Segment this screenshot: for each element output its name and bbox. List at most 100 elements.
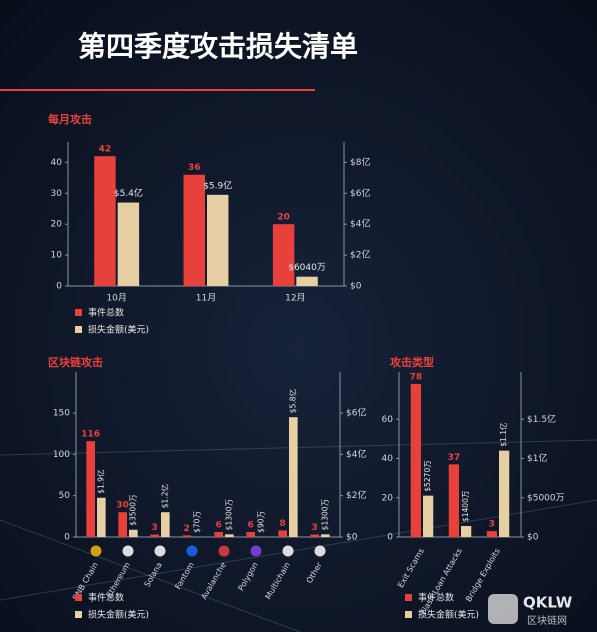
y-tick-label: 40 xyxy=(51,158,63,168)
value-label: 2 xyxy=(184,524,190,534)
y-tick-label: 0 xyxy=(387,533,393,543)
legend-swatch xyxy=(75,594,82,601)
y2-tick-label: $5000万 xyxy=(527,493,565,503)
bar xyxy=(182,535,191,537)
value-label: 78 xyxy=(410,372,423,382)
value-label: 8 xyxy=(280,519,286,529)
value-label: $6040万 xyxy=(288,263,326,273)
decor-lines xyxy=(0,439,597,632)
bar xyxy=(499,450,510,537)
legend-label: 损失金额(美元) xyxy=(88,324,149,336)
value-label: 36 xyxy=(188,163,201,173)
y2-tick-label: $0 xyxy=(527,533,539,543)
y2-tick-label: $0 xyxy=(350,282,362,292)
value-label: $1400万 xyxy=(461,490,470,522)
value-label: $5.9亿 xyxy=(203,179,232,191)
y-tick-label: 0 xyxy=(64,533,70,543)
bar xyxy=(117,202,140,286)
value-label: 6 xyxy=(216,521,222,531)
value-label: $1300万 xyxy=(224,498,233,530)
value-label: 3 xyxy=(312,523,318,533)
chart-title: 每月攻击 xyxy=(48,112,92,126)
watermark: QKLW 区块链网 xyxy=(488,594,573,627)
chart-title: 攻击类型 xyxy=(390,355,434,369)
watermark-logo xyxy=(488,594,518,624)
bar xyxy=(118,512,127,537)
value-label: $90万 xyxy=(256,510,265,532)
chain-icon xyxy=(186,545,198,557)
y-tick-label: 60 xyxy=(382,415,394,425)
legend-label: 损失金额(美元) xyxy=(88,609,149,621)
bar xyxy=(310,534,319,537)
bar xyxy=(94,156,116,286)
value-label: $3500万 xyxy=(128,494,137,526)
bar xyxy=(183,174,205,286)
value-label: 6 xyxy=(248,521,254,531)
value-label: $5.4亿 xyxy=(114,187,143,199)
value-label: $5270万 xyxy=(423,460,432,492)
bar xyxy=(207,194,229,286)
x-tick-label: 12月 xyxy=(285,293,305,304)
value-label: $5.8亿 xyxy=(287,388,297,413)
legend-label: 事件总数 xyxy=(88,307,124,319)
bar xyxy=(129,529,138,537)
y-tick-label: 50 xyxy=(59,491,71,501)
bar xyxy=(272,224,295,286)
chain-icon xyxy=(282,545,294,557)
value-label: $1.9亿 xyxy=(95,469,105,494)
chart-title: 区块链攻击 xyxy=(48,355,103,369)
chain-icon xyxy=(122,545,134,557)
bar xyxy=(296,276,318,286)
chain-icon xyxy=(218,545,230,557)
chain-icon xyxy=(250,545,262,557)
value-label: 20 xyxy=(277,213,290,223)
bar xyxy=(423,495,434,537)
bar xyxy=(97,497,106,537)
value-label: 42 xyxy=(99,145,112,155)
y2-tick-label: $1亿 xyxy=(527,452,547,464)
y-tick-label: 20 xyxy=(382,493,394,503)
y2-tick-label: $1.5亿 xyxy=(527,413,556,425)
y2-tick-label: $2亿 xyxy=(350,249,370,261)
legend-swatch xyxy=(75,309,82,316)
bar xyxy=(150,534,159,537)
y-tick-label: 40 xyxy=(382,454,394,464)
legend-swatch xyxy=(405,611,412,618)
x-tick-label: 11月 xyxy=(196,293,216,304)
bar xyxy=(278,530,287,537)
chain-icon xyxy=(90,545,102,557)
bar xyxy=(486,531,497,537)
y-tick-label: 150 xyxy=(53,409,70,419)
y-tick-label: 30 xyxy=(51,189,63,199)
bar xyxy=(448,464,459,537)
y-tick-label: 0 xyxy=(56,282,62,292)
value-label: $1.2亿 xyxy=(159,484,169,509)
value-label: 37 xyxy=(448,453,461,463)
y2-tick-label: $8亿 xyxy=(350,156,370,168)
y2-tick-label: $0 xyxy=(346,533,358,543)
y2-tick-label: $4亿 xyxy=(346,448,366,460)
value-label: 116 xyxy=(81,430,100,440)
legend-label: 事件总数 xyxy=(88,592,124,604)
bar xyxy=(246,532,255,537)
page-title: 第四季度攻击损失清单 xyxy=(78,30,358,63)
value-label: 3 xyxy=(489,520,495,530)
legend-label: 事件总数 xyxy=(418,592,454,604)
y-tick-label: 10 xyxy=(51,251,63,261)
value-label: 30 xyxy=(116,501,129,511)
value-label: $70万 xyxy=(192,511,201,533)
bar xyxy=(289,417,298,537)
bar xyxy=(161,512,170,537)
legend-swatch xyxy=(75,611,82,618)
value-label: $1300万 xyxy=(320,498,329,530)
y-tick-label: 20 xyxy=(51,220,63,230)
bar xyxy=(86,441,95,537)
bar xyxy=(225,534,234,537)
y2-tick-label: $6亿 xyxy=(350,187,370,199)
legend-swatch xyxy=(75,326,82,333)
x-tick-label: 10月 xyxy=(106,293,126,304)
y-tick-label: 100 xyxy=(53,450,70,460)
watermark-site: 区块链网 xyxy=(527,614,567,627)
bar xyxy=(410,383,421,537)
